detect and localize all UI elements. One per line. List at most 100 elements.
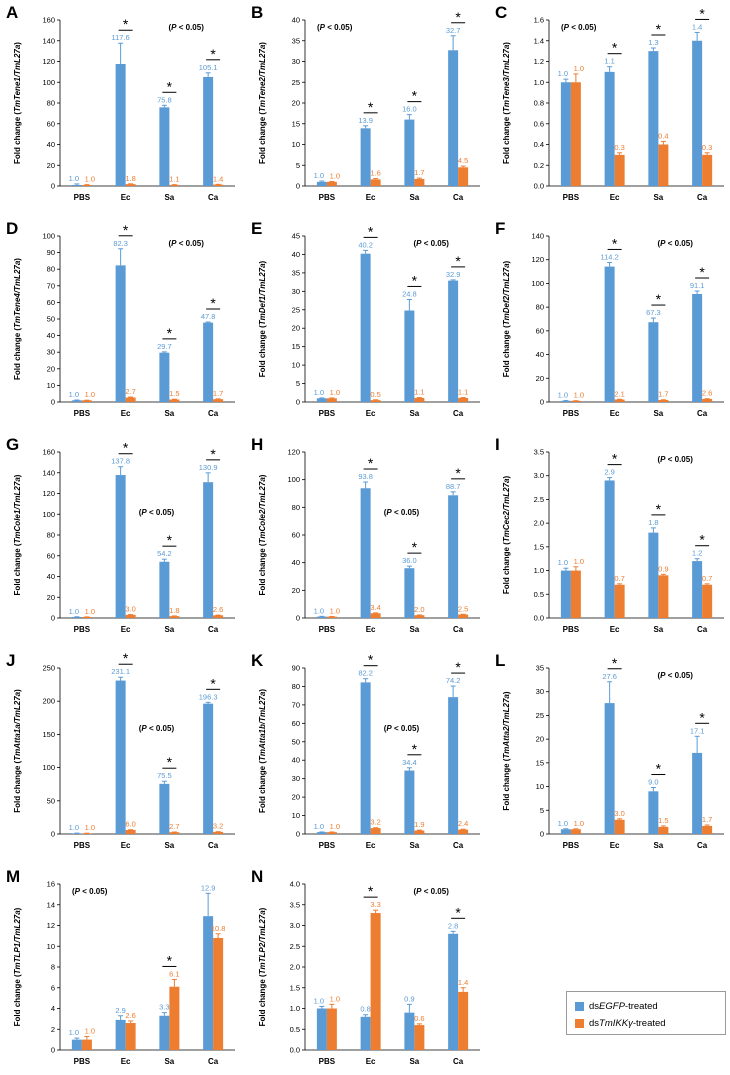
bar-ikk [169,832,180,834]
y-axis-label-suffix: ) [502,691,511,694]
bar-egfp [448,50,459,186]
chart-panel-b: B 0 5 10 15 20 25 30 35 40 Fold change (TmTene2/Tm… [251,3,480,202]
y-axis-label-gene: TmTene1/TmL27a [13,44,22,112]
bar-ikk [213,184,224,186]
y-axis-label-gene: TmTLP1/TmL27a [13,910,22,975]
y-tick-label: 40 [47,572,55,581]
significance-star: * [167,952,173,968]
significance-star: * [699,532,705,548]
data-label-ikk: 3.3 [370,900,380,909]
y-tick-label: 1.6 [534,16,544,25]
chart-panel-a: A 0 20 40 60 80 100 120 140 160 Fold change (TmTen… [6,3,235,202]
x-tick-label: Ec [610,841,620,850]
panel-letter: M [6,867,20,886]
data-label-egfp: 1.0 [69,607,79,616]
bar-egfp [560,570,571,618]
data-label-ikk: 1.8 [169,606,179,615]
bar-ikk [702,584,713,618]
y-tick-label: 1.5 [534,542,544,551]
bar-ikk [213,937,224,1050]
y-axis-label: Fold change (TmTene2/TmL27a) [258,42,267,164]
p-value-symbol: P [416,239,422,248]
panel-letter: C [495,3,507,22]
panel-letter: E [251,219,262,238]
p-value-open: ( [384,724,387,733]
data-label-ikk: 0.7 [614,574,624,583]
y-tick-label: 2 [51,1025,55,1034]
p-value-symbol: P [416,887,422,896]
data-label-egfp: 29.7 [157,342,172,351]
data-label-egfp: 1.0 [69,174,79,183]
y-tick-label: 120 [287,448,300,457]
data-label-ikk: 1.7 [414,168,424,177]
chart-panel-e: E 0 5 10 15 20 25 30 35 40 45 Fold change (TmDef1/T… [251,219,480,418]
significance-star: * [699,709,705,725]
significance-star: * [656,761,662,777]
y-axis-label-prefix: Fold change ( [502,112,511,164]
y-tick-label: 90 [47,248,55,257]
x-tick-label: PBS [563,625,580,634]
y-axis-label-suffix: ) [502,476,511,479]
bar-egfp [360,488,371,618]
bar-ikk [81,1039,92,1050]
y-axis-label-suffix: ) [258,907,267,910]
bar-egfp [203,322,214,402]
significance-star: * [656,21,662,37]
significance-star: * [123,440,129,456]
significance-star: * [412,539,418,555]
y-tick-label: 100 [42,510,55,519]
bar-ikk [614,819,625,834]
y-axis-label-gene: TmCole2/TmL27a [258,477,267,544]
y-tick-label: 0 [296,614,300,623]
y-axis-label-prefix: Fold change ( [13,760,22,812]
p-value-open: ( [384,508,387,517]
bar-egfp [159,561,170,618]
data-label-egfp: 13.9 [358,116,373,125]
bar-egfp [692,40,703,186]
significance-star: * [412,272,418,288]
bar-egfp [404,770,415,834]
x-tick-label: Ec [610,193,620,202]
y-tick-label: 60 [47,298,55,307]
y-tick-label: 120 [42,57,55,66]
y-tick-label: 140 [42,468,55,477]
data-label-egfp: 67.3 [646,308,661,317]
bar-ikk [614,154,625,186]
x-tick-label: PBS [74,841,91,850]
x-tick-label: PBS [74,625,91,634]
bar-ikk [326,832,337,834]
p-value-note: (P < 0.05) [317,23,353,32]
p-value-rest: < 0.05) [422,887,450,896]
significance-star: * [167,532,173,548]
y-tick-label: 40 [47,140,55,149]
significance-star: * [612,235,618,251]
p-value-rest: < 0.05) [80,887,108,896]
y-tick-label: 0.6 [534,119,544,128]
bar-ikk [370,913,381,1050]
y-axis-label-gene: TmCole1/TmL27a [13,477,22,544]
significance-star: * [210,675,216,691]
y-tick-label: 25 [536,711,544,720]
y-tick-label: 2.0 [534,519,544,528]
y-tick-label: 60 [47,119,55,128]
bar-ikk [614,399,625,402]
data-label-ikk: 2.7 [169,822,179,831]
bar-egfp [115,265,126,402]
y-axis-label-prefix: Fold change ( [258,974,267,1026]
data-label-ikk: 1.0 [85,390,95,399]
significance-star: * [455,465,461,481]
x-tick-label: Ec [121,1057,131,1066]
bar-ikk [169,986,180,1050]
bar-egfp [115,1019,126,1050]
y-axis-label-gene: TmAtta1a/TmL27a [13,691,22,760]
data-label-egfp: 2.8 [448,921,458,930]
y-tick-label: 100 [287,475,300,484]
x-tick-label: Ca [453,193,464,202]
y-axis-label-gene: TmAtta2/TmL27a [502,694,511,759]
y-tick-label: 160 [42,448,55,457]
y-tick-label: 50 [292,737,300,746]
bar-egfp [115,680,126,834]
significance-star: * [699,264,705,280]
y-tick-label: 10 [47,381,55,390]
y-tick-label: 0.8 [534,99,544,108]
